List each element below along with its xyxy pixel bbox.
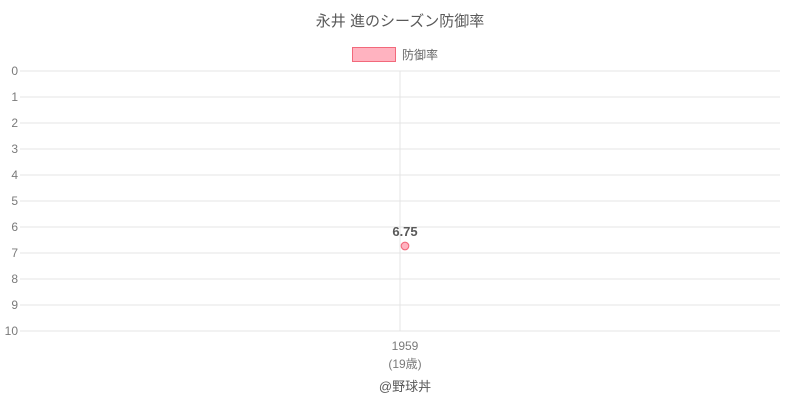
- svg-text:1: 1: [11, 90, 18, 104]
- svg-text:1959: 1959: [392, 339, 419, 353]
- svg-text:10: 10: [5, 324, 19, 338]
- svg-text:6: 6: [11, 220, 18, 234]
- svg-text:@野球丼: @野球丼: [379, 379, 431, 394]
- svg-text:5: 5: [11, 194, 18, 208]
- svg-text:8: 8: [11, 272, 18, 286]
- svg-text:2: 2: [11, 116, 18, 130]
- svg-text:4: 4: [11, 168, 18, 182]
- svg-text:9: 9: [11, 298, 18, 312]
- svg-text:0: 0: [11, 64, 18, 78]
- svg-text:(19歳): (19歳): [388, 357, 421, 371]
- svg-text:6.75: 6.75: [392, 224, 417, 239]
- svg-text:7: 7: [11, 246, 18, 260]
- svg-text:3: 3: [11, 142, 18, 156]
